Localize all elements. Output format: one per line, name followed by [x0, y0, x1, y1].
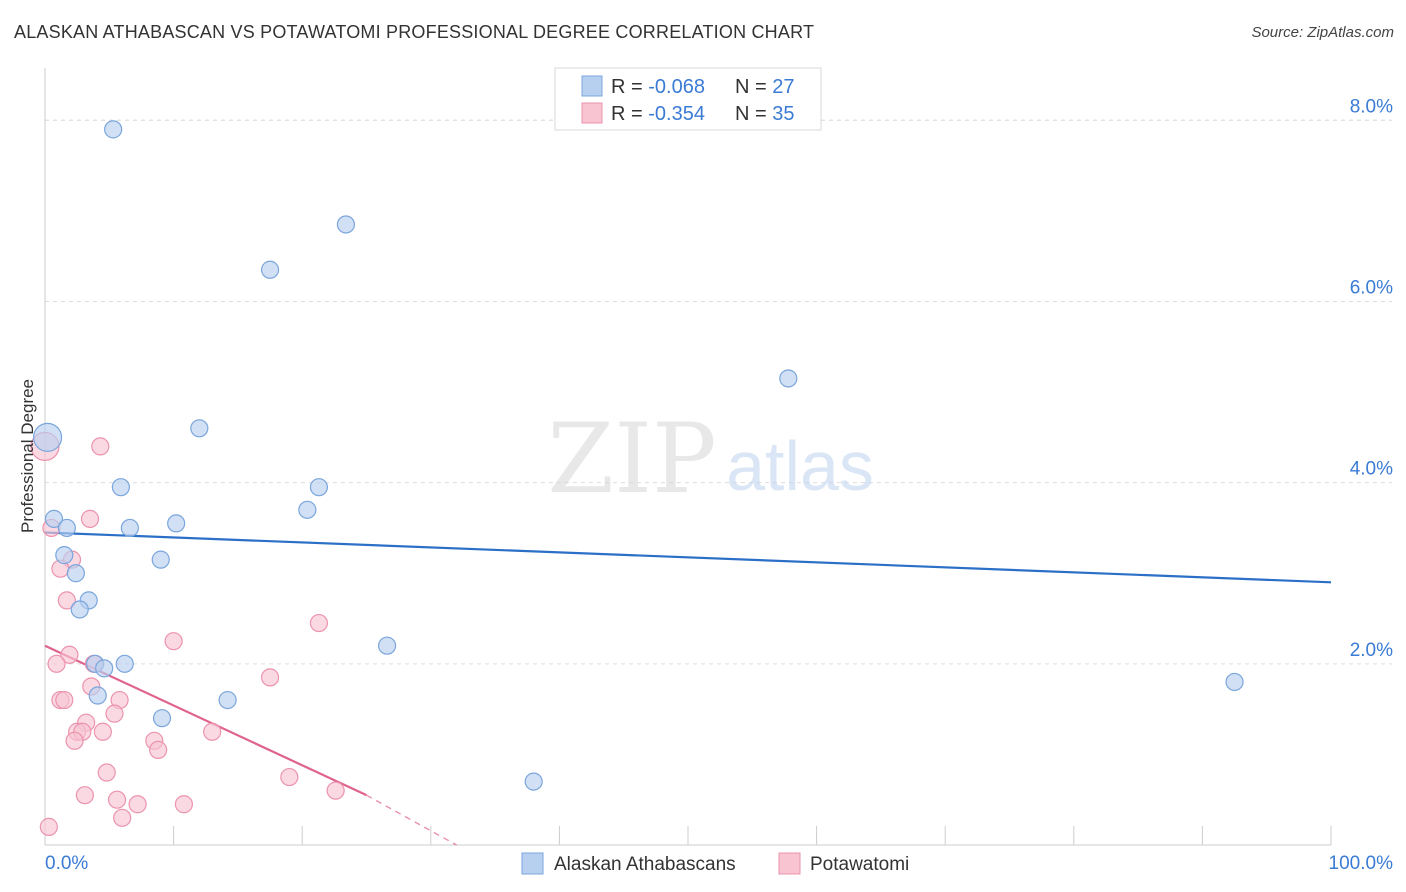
data-point-pink — [105, 704, 124, 723]
data-point-pink — [280, 767, 299, 787]
legend-swatch-blue — [521, 852, 544, 875]
trend-lines — [44, 531, 1332, 846]
trend-line-blue — [44, 531, 1332, 584]
data-point-blue — [336, 215, 356, 234]
legend-r-value: -0.068 — [648, 76, 705, 98]
data-point-pink — [39, 817, 58, 836]
data-point-pink — [60, 645, 79, 664]
y-tick-label: 2.0% — [1350, 640, 1393, 661]
data-points — [30, 120, 1244, 836]
tick-labels: 2.0% 4.0% 6.0% 8.0% 0.0% 100.0% — [45, 96, 1393, 874]
data-point-pink — [309, 613, 329, 633]
data-point-blue — [190, 419, 209, 438]
data-point-blue — [298, 500, 317, 519]
legend-swatch-pink — [778, 852, 801, 875]
legend-n-label: N = — [735, 103, 772, 125]
data-point-blue — [32, 422, 63, 452]
data-point-blue — [524, 772, 543, 791]
data-point-pink — [47, 654, 66, 673]
legend-n-label: N = — [735, 76, 772, 98]
data-point-blue — [260, 260, 280, 279]
y-tick-label: 6.0% — [1350, 277, 1393, 298]
svg-text:N = 35: N = 35 — [735, 103, 795, 125]
chart-title: ALASKAN ATHABASCAN VS POTAWATOMI PROFESS… — [14, 22, 815, 42]
series-legend: Alaskan Athabascans Potawatomi — [521, 852, 909, 875]
source-credit: Source: ZipAtlas.com — [1251, 24, 1394, 41]
data-point-blue — [218, 690, 237, 710]
svg-text:R = -0.354: R = -0.354 — [611, 103, 705, 125]
y-axis-label: Professional Degree — [18, 379, 37, 533]
y-tick-label: 8.0% — [1350, 96, 1393, 117]
data-point-pink — [107, 790, 127, 809]
data-point-pink — [75, 786, 94, 805]
data-point-blue — [167, 514, 186, 533]
data-point-pink — [164, 632, 183, 651]
data-point-pink — [55, 690, 74, 710]
data-point-pink — [97, 763, 116, 782]
data-point-blue — [95, 659, 114, 678]
data-point-blue — [1225, 672, 1244, 692]
svg-text:R = -0.068: R = -0.068 — [611, 76, 705, 98]
data-point-pink — [128, 795, 147, 814]
legend-r-value: -0.354 — [648, 103, 705, 125]
x-tick-label: 100.0% — [1329, 853, 1394, 874]
stats-legend-row-blue: R = -0.068 N = 27 — [581, 75, 795, 98]
legend-label-potawatomi: Potawatomi — [810, 854, 909, 875]
watermark: ZIP atlas — [547, 403, 874, 515]
data-point-blue — [115, 654, 134, 673]
data-point-pink — [57, 591, 76, 610]
data-point-blue — [44, 509, 64, 528]
stats-legend-row-pink: R = -0.354 N = 35 — [581, 102, 795, 125]
data-point-blue — [57, 518, 76, 538]
data-point-blue — [152, 709, 172, 728]
data-point-pink — [203, 722, 222, 741]
series-legend-item-potawatomi[interactable]: Potawatomi — [778, 852, 909, 875]
data-point-blue — [309, 478, 329, 497]
data-point-pink — [93, 722, 112, 741]
data-point-blue — [779, 369, 798, 388]
data-point-pink — [65, 731, 84, 750]
legend-label-athabascans: Alaskan Athabascans — [554, 854, 736, 875]
data-point-blue — [104, 120, 123, 139]
data-point-blue — [70, 600, 89, 619]
legend-n-value: 35 — [772, 103, 794, 125]
data-point-blue — [55, 546, 74, 565]
data-point-blue — [120, 518, 139, 538]
watermark-zip: ZIP — [547, 403, 716, 515]
data-point-pink — [80, 509, 100, 528]
x-tick-label: 0.0% — [45, 853, 88, 874]
data-point-pink — [91, 437, 110, 456]
trend-line-extension-pink — [366, 794, 457, 846]
data-point-pink — [113, 808, 132, 827]
legend-n-value: 27 — [772, 76, 794, 98]
grid-lines — [45, 119, 1392, 665]
data-point-pink — [326, 781, 345, 800]
data-point-blue — [111, 478, 130, 497]
legend-swatch-pink — [581, 102, 603, 124]
legend-r-label: R = — [611, 103, 648, 125]
svg-text:N = 27: N = 27 — [735, 76, 795, 98]
data-point-pink — [149, 740, 168, 759]
legend-r-label: R = — [611, 76, 648, 98]
y-tick-label: 4.0% — [1350, 459, 1393, 480]
data-point-blue — [377, 636, 397, 655]
legend-swatch-blue — [581, 75, 603, 97]
data-point-blue — [66, 564, 85, 583]
data-point-pink — [174, 795, 193, 814]
series-legend-item-athabascans[interactable]: Alaskan Athabascans — [521, 852, 736, 875]
data-point-blue — [151, 550, 170, 569]
data-point-pink — [260, 668, 280, 687]
data-point-blue — [88, 686, 107, 705]
stats-legend: R = -0.068 N = 27 R = -0.354 N = 35 — [554, 67, 822, 131]
watermark-atlas: atlas — [726, 427, 874, 505]
